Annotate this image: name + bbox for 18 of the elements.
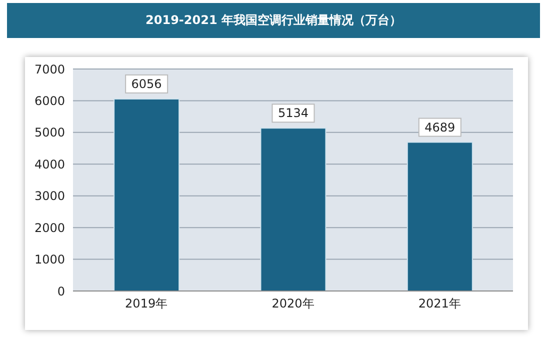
data-label: 6056 — [131, 76, 162, 91]
y-tick-label: 4000 — [34, 157, 65, 172]
y-tick-label: 5000 — [34, 126, 65, 140]
bar — [260, 128, 326, 291]
chart-title: 2019-2021 年我国空调行业销量情况（万台） — [7, 3, 540, 38]
bar — [114, 98, 180, 291]
bar — [406, 142, 473, 291]
y-tick-label: 3000 — [34, 189, 65, 204]
y-tick-label: 0 — [57, 284, 65, 298]
x-tick-label: 2021年 — [418, 296, 461, 311]
x-tick-label: 2019年 — [125, 296, 168, 311]
y-tick-label: 1000 — [34, 252, 65, 267]
data-label: 4689 — [424, 120, 456, 134]
y-tick-label: 2000 — [34, 220, 65, 235]
data-label: 5134 — [278, 106, 309, 120]
y-tick-label: 6000 — [34, 94, 65, 108]
y-tick-label: 7000 — [34, 62, 65, 76]
x-tick-label: 2020年 — [272, 296, 314, 311]
